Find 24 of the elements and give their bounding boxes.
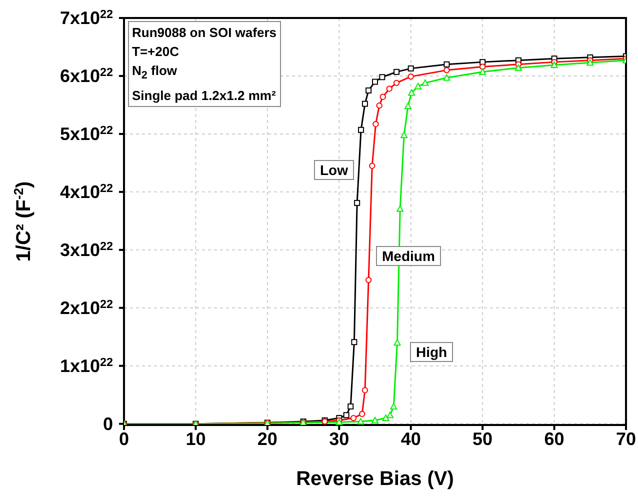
y-tick-label: 4x10$^{22}$ bbox=[60, 181, 114, 202]
x-tick-label: 70 bbox=[616, 428, 636, 449]
series-label: Medium bbox=[376, 246, 441, 266]
annotation: Run9088 on SOI wafers bbox=[132, 24, 276, 42]
y-tick-label: 0 bbox=[102, 414, 113, 434]
y-tick-label: 1x10$^{22}$ bbox=[60, 355, 114, 376]
series-label: High bbox=[410, 342, 454, 362]
x-tick-label: 60 bbox=[544, 428, 564, 449]
x-tick-label: 50 bbox=[472, 428, 493, 449]
x-tick-label: 40 bbox=[400, 428, 421, 449]
annotation: Single pad 1.2x1.2 mm² bbox=[132, 86, 276, 105]
y-tick-label: 2x10$^{22}$ bbox=[60, 297, 114, 318]
x-tick-label: 30 bbox=[329, 428, 350, 449]
annotation: T=+20C bbox=[132, 43, 180, 61]
annotation: N$_{2}$ flow bbox=[132, 62, 178, 84]
x-tick-label: 20 bbox=[257, 428, 278, 449]
y-tick-label: 6x10$^{22}$ bbox=[60, 65, 114, 86]
y-tick-label: 5x10$^{22}$ bbox=[60, 123, 114, 144]
x-tick-label: 0 bbox=[118, 428, 130, 449]
y-tick-label: 7x10$^{22}$ bbox=[60, 8, 114, 28]
series-label: Low bbox=[314, 160, 354, 180]
y-tick-label: 3x10$^{22}$ bbox=[60, 239, 114, 260]
x-axis-title: Reverse Bias (V) bbox=[296, 468, 454, 490]
x-tick-label: 10 bbox=[186, 428, 206, 449]
